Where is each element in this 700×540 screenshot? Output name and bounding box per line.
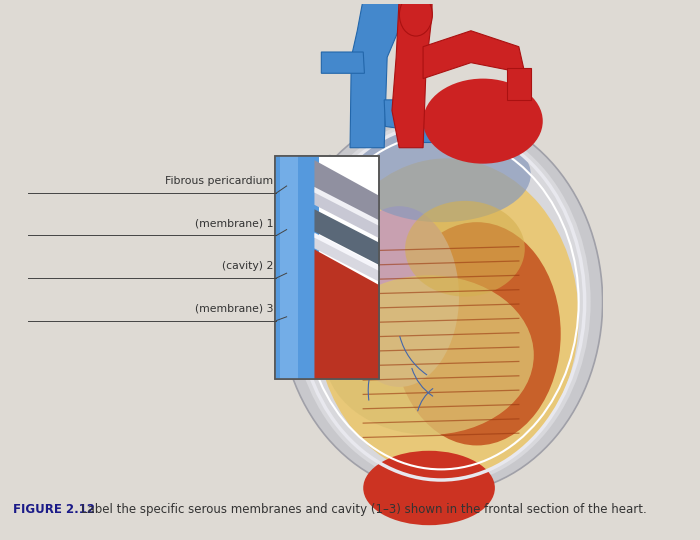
Text: (membrane) 1: (membrane) 1 xyxy=(195,219,274,228)
Ellipse shape xyxy=(405,201,525,296)
Polygon shape xyxy=(423,31,525,79)
Polygon shape xyxy=(384,100,423,132)
Polygon shape xyxy=(507,68,531,100)
Polygon shape xyxy=(280,156,298,379)
Polygon shape xyxy=(274,156,319,379)
Ellipse shape xyxy=(279,111,603,494)
Text: (cavity) 2: (cavity) 2 xyxy=(222,261,274,271)
Polygon shape xyxy=(314,233,379,271)
Polygon shape xyxy=(423,121,459,143)
Polygon shape xyxy=(314,210,379,265)
Text: Label the specific serous membranes and cavity (1–3) shown in the frontal sectio: Label the specific serous membranes and … xyxy=(81,503,647,516)
Polygon shape xyxy=(314,249,379,379)
FancyBboxPatch shape xyxy=(274,156,379,379)
Polygon shape xyxy=(314,187,379,226)
Polygon shape xyxy=(392,0,432,148)
Polygon shape xyxy=(350,0,405,148)
Ellipse shape xyxy=(291,118,591,485)
Ellipse shape xyxy=(363,451,495,525)
Text: (membrane) 3: (membrane) 3 xyxy=(195,303,274,314)
FancyArrowPatch shape xyxy=(330,156,335,159)
Polygon shape xyxy=(314,160,379,225)
Ellipse shape xyxy=(340,206,459,387)
Text: Fibrous pericardium: Fibrous pericardium xyxy=(165,176,274,186)
Polygon shape xyxy=(314,234,379,282)
Ellipse shape xyxy=(316,158,579,477)
Ellipse shape xyxy=(423,79,542,164)
Ellipse shape xyxy=(400,0,433,36)
Polygon shape xyxy=(314,189,379,238)
Ellipse shape xyxy=(324,275,534,435)
Polygon shape xyxy=(321,52,365,73)
Ellipse shape xyxy=(351,126,531,222)
Ellipse shape xyxy=(393,222,561,446)
Text: FIGURE 2.12: FIGURE 2.12 xyxy=(13,503,94,516)
